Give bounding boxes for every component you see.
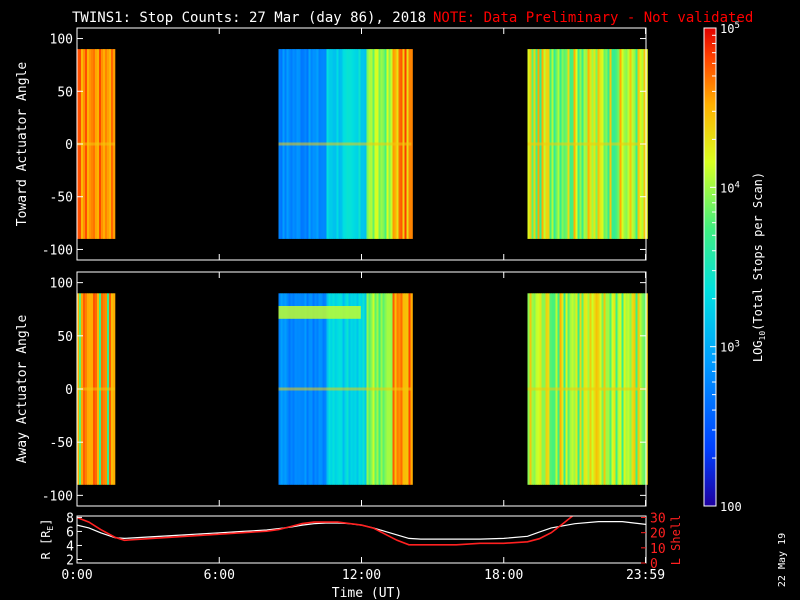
r-tick-label: 8: [66, 511, 74, 526]
colorbar: 105 104 103 100 LOG10(Total Stops per Scan): [703, 21, 767, 514]
away-y-ticks: 100 50 0 -50 -100: [42, 272, 647, 506]
colorbar-tick-label: 105: [720, 21, 740, 36]
lshell-tick-label: 10: [650, 542, 666, 557]
colorbar-tick-label: 103: [720, 340, 740, 355]
heatmap-segment: [278, 293, 413, 485]
r-tick-label: 4: [66, 539, 74, 554]
y-tick-label: -50: [50, 436, 73, 451]
heatmap-zero-band: [527, 142, 646, 146]
r-axis-label-main: R [R: [39, 530, 53, 560]
lshell-tick-label: 20: [650, 527, 666, 542]
r-tick-label: 6: [66, 525, 74, 540]
x-tick-label: 6:00: [204, 568, 235, 583]
heatmap-high-band: [278, 306, 361, 319]
y-tick-label: -50: [50, 191, 73, 206]
away-heatmap: [77, 293, 648, 485]
y-tick-label: -100: [42, 489, 73, 504]
preliminary-note: NOTE: Data Preliminary - Not validated: [433, 10, 753, 26]
x-tick-label: 23:59: [626, 568, 665, 583]
heatmap-segment: [278, 49, 413, 239]
lshell-tick-label: 0: [650, 557, 658, 572]
y-tick-label: 100: [50, 33, 73, 48]
orbit-x-ticks: 0:00 6:00 12:00 18:00 23:59: [61, 557, 665, 583]
heatmap-zero-band: [527, 387, 646, 391]
x-tick-label: 18:00: [484, 568, 523, 583]
toward-heatmap: [77, 49, 648, 239]
colorbar-gradient: [704, 28, 716, 506]
heatmap-zero-band: [278, 387, 412, 391]
chart-title: TWINS1: Stop Counts: 27 Mar (day 86), 20…: [72, 10, 426, 26]
r-axis-label-close: ]: [39, 519, 53, 526]
away-panel: 100 50 0 -50 -100 Away Actuator Angle: [15, 271, 648, 507]
r-axis-label: R [RE]: [39, 519, 55, 560]
r-axis-label-sub: E: [46, 526, 55, 531]
toward-y-ticks: 100 50 0 -50 -100: [42, 28, 647, 260]
colorbar-ticks: 105 104 103 100: [710, 21, 742, 514]
r-tick-label: 2: [66, 553, 74, 568]
colorbar-label-sub: 10: [758, 331, 767, 341]
y-tick-label: 0: [65, 383, 73, 398]
r-line: [77, 521, 646, 540]
colorbar-tick-label: 104: [720, 180, 740, 195]
colorbar-label-log: LOG: [751, 340, 765, 362]
lshell-axis-label: L Shell: [669, 515, 683, 566]
toward-panel: 100 50 0 -50 -100 Toward Actuator Angle: [15, 27, 648, 261]
colorbar-label: LOG10(Total Stops per Scan): [751, 172, 767, 362]
heatmap-zero-band: [77, 387, 115, 391]
orbit-panel-frame: [76, 515, 647, 564]
y-tick-label: 50: [57, 330, 73, 345]
lshell-tick-label: 30: [650, 512, 666, 527]
heatmap-segment: [527, 293, 648, 485]
away-y-axis-label: Away Actuator Angle: [15, 314, 30, 463]
lshell-line: [77, 516, 573, 546]
footer-date: 22 May 19: [777, 533, 788, 587]
heatmap-column: [645, 293, 648, 485]
heatmap-column: [410, 49, 413, 239]
colorbar-tick-label: 100: [720, 500, 742, 514]
heatmap-zero-band: [278, 142, 412, 146]
toward-y-axis-label: Toward Actuator Angle: [15, 62, 30, 227]
x-tick-label: 0:00: [61, 568, 92, 583]
heatmap-zero-band: [77, 142, 115, 146]
colorbar-label-rest: (Total Stops per Scan): [751, 172, 765, 331]
heatmap-column: [410, 293, 413, 485]
x-tick-label: 12:00: [342, 568, 381, 583]
y-tick-label: 50: [57, 85, 73, 100]
x-axis-label: Time (UT): [332, 586, 402, 600]
y-tick-label: 0: [65, 138, 73, 153]
y-tick-label: -100: [42, 243, 73, 258]
heatmap-column: [645, 49, 648, 239]
y-tick-label: 100: [50, 277, 73, 292]
heatmap-segment: [527, 49, 648, 239]
